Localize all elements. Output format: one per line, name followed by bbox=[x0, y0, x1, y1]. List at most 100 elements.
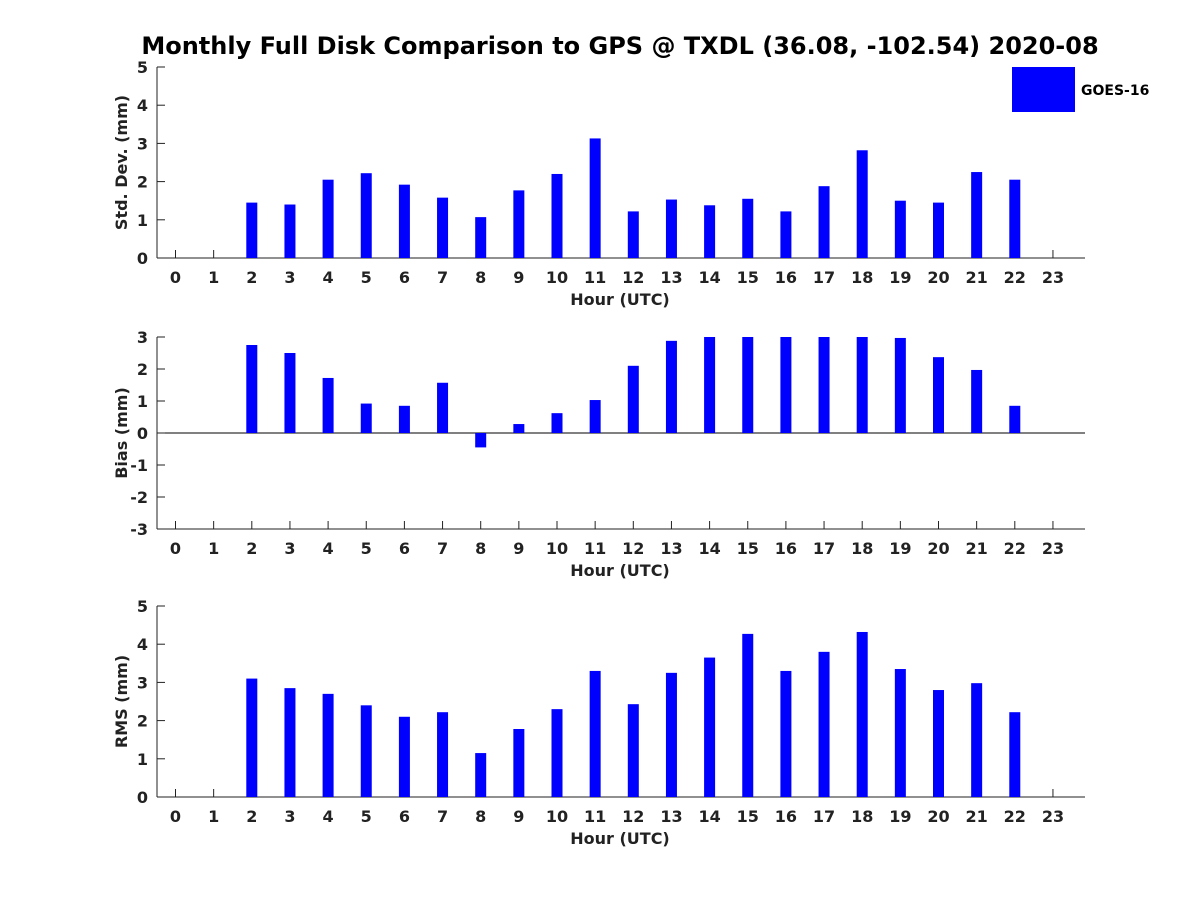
x-tick-label: 19 bbox=[889, 268, 911, 287]
bar bbox=[780, 670, 792, 797]
bar bbox=[398, 716, 410, 797]
x-tick-label: 7 bbox=[437, 268, 448, 287]
x-tick-label: 21 bbox=[966, 539, 988, 558]
bar bbox=[971, 683, 983, 797]
bar bbox=[322, 377, 334, 433]
bar bbox=[1009, 405, 1021, 433]
x-tick-label: 22 bbox=[1004, 268, 1026, 287]
x-tick-label: 10 bbox=[546, 268, 568, 287]
bar bbox=[971, 369, 983, 433]
x-tick-label: 5 bbox=[361, 539, 372, 558]
bar bbox=[398, 184, 410, 258]
bar bbox=[627, 211, 639, 258]
x-tick-label: 15 bbox=[737, 807, 759, 826]
x-tick-label: 3 bbox=[284, 807, 295, 826]
x-tick-label: 0 bbox=[170, 268, 181, 287]
legend: GOES-16 bbox=[1012, 67, 1149, 112]
x-tick-label: 4 bbox=[323, 268, 334, 287]
x-tick-label: 9 bbox=[513, 807, 524, 826]
bar bbox=[742, 633, 754, 797]
y-tick-label: 5 bbox=[137, 597, 148, 616]
legend-label: GOES-16 bbox=[1081, 83, 1149, 99]
y-tick-label: 1 bbox=[137, 750, 148, 769]
bar bbox=[856, 631, 868, 797]
x-tick-label: 14 bbox=[698, 807, 720, 826]
x-tick-label: 23 bbox=[1042, 539, 1064, 558]
x-tick-label: 0 bbox=[170, 807, 181, 826]
x-tick-label: 13 bbox=[660, 539, 682, 558]
bar bbox=[627, 365, 639, 433]
x-tick-label: 23 bbox=[1042, 807, 1064, 826]
x-tick-label: 6 bbox=[399, 268, 410, 287]
y-axis-label: Bias (mm) bbox=[112, 387, 131, 479]
x-tick-label: 19 bbox=[889, 539, 911, 558]
y-tick-label: 0 bbox=[137, 249, 148, 268]
x-tick-label: 6 bbox=[399, 807, 410, 826]
bar bbox=[894, 200, 906, 258]
x-tick-label: 23 bbox=[1042, 268, 1064, 287]
x-tick-label: 11 bbox=[584, 807, 606, 826]
x-tick-label: 20 bbox=[927, 268, 949, 287]
y-tick-label: 4 bbox=[137, 96, 148, 115]
y-tick-label: 3 bbox=[137, 328, 148, 347]
x-tick-label: 7 bbox=[437, 807, 448, 826]
y-tick-label: 1 bbox=[137, 392, 148, 411]
x-tick-label: 10 bbox=[546, 807, 568, 826]
x-tick-label: 9 bbox=[513, 539, 524, 558]
y-tick-label: 2 bbox=[137, 712, 148, 731]
bar bbox=[246, 345, 258, 433]
y-tick-label: -1 bbox=[130, 456, 148, 475]
bar bbox=[856, 337, 868, 433]
x-tick-label: 11 bbox=[584, 539, 606, 558]
bar bbox=[475, 753, 487, 797]
x-tick-label: 13 bbox=[660, 268, 682, 287]
bar bbox=[933, 357, 944, 433]
x-tick-label: 21 bbox=[966, 807, 988, 826]
bar bbox=[437, 197, 449, 258]
x-tick-label: 1 bbox=[208, 539, 219, 558]
x-tick-label: 2 bbox=[246, 268, 257, 287]
x-tick-label: 15 bbox=[737, 539, 759, 558]
bar bbox=[360, 173, 372, 258]
x-tick-label: 4 bbox=[323, 539, 334, 558]
bar bbox=[1009, 179, 1021, 258]
x-tick-label: 15 bbox=[737, 268, 759, 287]
bar bbox=[665, 340, 677, 433]
bar bbox=[894, 337, 906, 433]
x-tick-label: 20 bbox=[927, 807, 949, 826]
bar bbox=[284, 688, 296, 797]
x-tick-label: 2 bbox=[246, 807, 257, 826]
x-tick-label: 8 bbox=[475, 807, 486, 826]
y-tick-label: 2 bbox=[137, 360, 148, 379]
bar bbox=[780, 337, 792, 433]
chart-title: Monthly Full Disk Comparison to GPS @ TX… bbox=[141, 32, 1098, 60]
bar bbox=[322, 693, 334, 797]
bar bbox=[513, 424, 525, 433]
x-tick-label: 12 bbox=[622, 539, 644, 558]
y-tick-label: 3 bbox=[137, 134, 148, 153]
x-tick-label: 0 bbox=[170, 539, 181, 558]
bar bbox=[513, 729, 525, 797]
bar bbox=[551, 173, 563, 258]
y-tick-label: -2 bbox=[130, 488, 148, 507]
x-tick-label: 21 bbox=[966, 268, 988, 287]
x-tick-label: 11 bbox=[584, 268, 606, 287]
x-tick-label: 5 bbox=[361, 807, 372, 826]
bar bbox=[360, 403, 372, 433]
x-tick-label: 9 bbox=[513, 268, 524, 287]
bar bbox=[704, 337, 716, 433]
x-tick-label: 16 bbox=[775, 539, 797, 558]
x-tick-label: 22 bbox=[1004, 807, 1026, 826]
x-tick-label: 8 bbox=[475, 539, 486, 558]
bar bbox=[933, 690, 944, 797]
x-axis-label: Hour (UTC) bbox=[570, 561, 670, 580]
legend-swatch bbox=[1012, 67, 1075, 112]
x-tick-label: 17 bbox=[813, 268, 835, 287]
bar bbox=[818, 337, 830, 433]
x-tick-label: 1 bbox=[208, 268, 219, 287]
x-tick-label: 19 bbox=[889, 807, 911, 826]
x-tick-label: 8 bbox=[475, 268, 486, 287]
